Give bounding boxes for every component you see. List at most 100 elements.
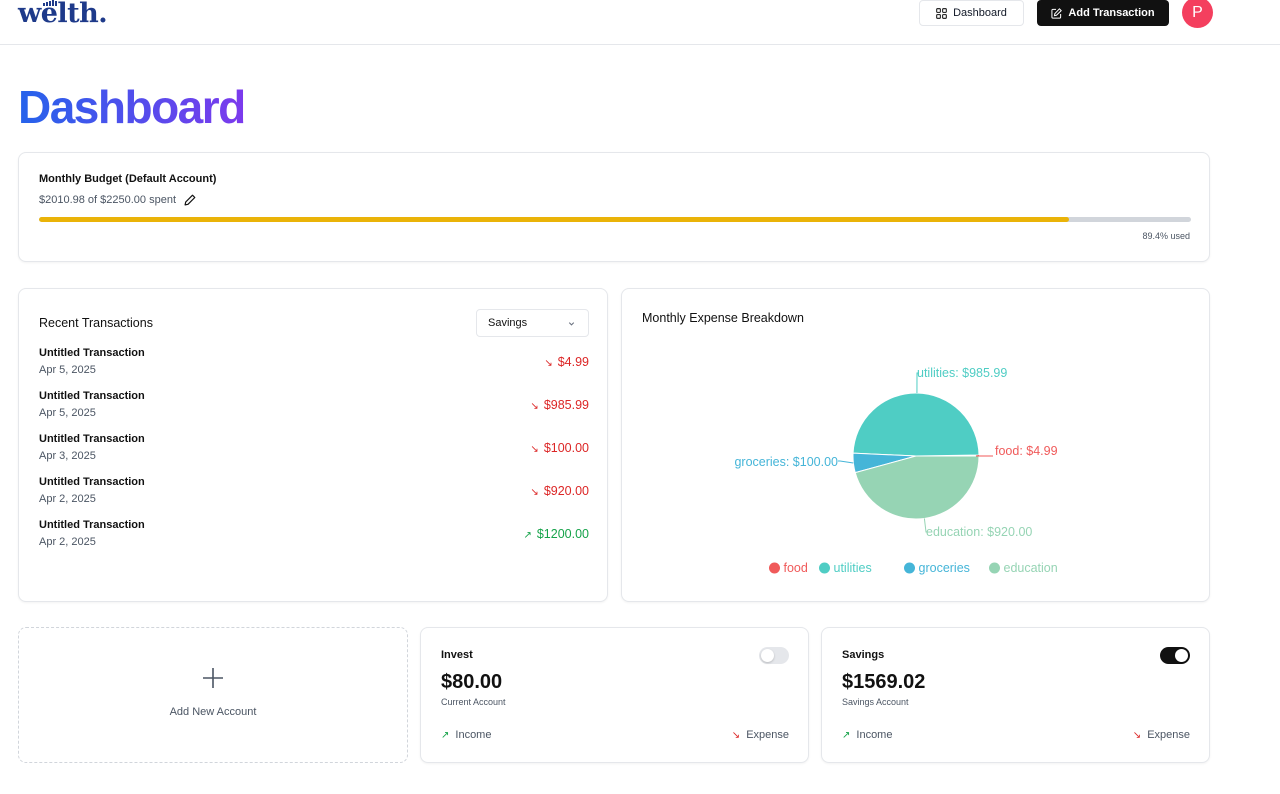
budget-spent-text: $2010.98 of $2250.00 spent <box>39 194 177 206</box>
transaction-row[interactable]: Untitled Transaction Apr 5, 2025 ↘ $985.99 <box>39 390 589 426</box>
transaction-amount: ↗ $1200.00 <box>523 527 589 541</box>
budget-title: Monthly Budget (Default Account) <box>39 173 217 185</box>
default-account-toggle[interactable] <box>759 647 789 664</box>
transaction-amount: ↘ $920.00 <box>530 484 589 498</box>
transaction-row[interactable]: Untitled Transaction Apr 3, 2025 ↘ $100.00 <box>39 433 589 469</box>
account-type: Current Account <box>441 697 506 707</box>
transaction-amount: ↘ $985.99 <box>530 398 589 412</box>
pie-label-line-education <box>923 518 928 533</box>
arrow-down-right-icon: ↘ <box>1132 729 1142 741</box>
expense-label: Expense <box>746 729 789 741</box>
transaction-name: Untitled Transaction <box>39 519 145 531</box>
budget-progress-bar <box>39 217 1191 222</box>
pie-label-utilities: utilities: $985.99 <box>917 366 1007 380</box>
transaction-date: Apr 2, 2025 <box>39 493 96 505</box>
transaction-amount-value: $1200.00 <box>536 527 589 541</box>
chart-title: Monthly Expense Breakdown <box>642 311 804 325</box>
transaction-name: Untitled Transaction <box>39 390 145 402</box>
toggle-knob <box>761 649 774 662</box>
legend-label-food[interactable]: food <box>784 561 808 575</box>
dashboard-button[interactable]: Dashboard <box>919 0 1024 26</box>
legend-dot-food <box>769 562 780 574</box>
default-account-toggle[interactable] <box>1160 647 1190 664</box>
account-balance: $80.00 <box>441 671 503 693</box>
account-type: Savings Account <box>842 697 909 707</box>
account-name: Savings <box>842 649 885 661</box>
pie-label-line-utilities <box>916 372 919 394</box>
legend-dot-education <box>989 562 1000 574</box>
arrow-up-right-icon: ↗ <box>441 729 450 741</box>
budget-spent-row: $2010.98 of $2250.00 spent <box>39 194 196 206</box>
layout-grid-icon <box>936 7 947 19</box>
arrow-up-right-icon: ↗ <box>842 729 851 741</box>
legend-label-groceries[interactable]: groceries <box>919 561 970 575</box>
arrow-down-right-icon: ↘ <box>544 358 553 369</box>
recent-transactions-title: Recent Transactions <box>39 316 153 330</box>
recent-transactions-card: Recent Transactions Savings Untitled Tra… <box>18 288 608 602</box>
page-title: Dashboard <box>18 81 246 133</box>
legend-dot-groceries <box>904 562 915 574</box>
add-transaction-label: Add Transaction <box>1068 7 1155 19</box>
legend-label-utilities[interactable]: utilities <box>834 561 872 575</box>
transaction-date: Apr 2, 2025 <box>39 536 96 548</box>
account-income: ↗ Income <box>441 729 491 741</box>
account-income: ↗ Income <box>842 729 892 741</box>
transaction-date: Apr 5, 2025 <box>39 407 96 419</box>
add-transaction-button[interactable]: Add Transaction <box>1037 0 1169 26</box>
transaction-amount-value: $100.00 <box>543 441 589 455</box>
account-card[interactable]: Savings $1569.02 Savings Account ↗ Income ↘ Ex… <box>821 627 1210 763</box>
dashboard-button-label: Dashboard <box>953 7 1007 19</box>
account-card[interactable]: Invest $80.00 Current Account ↗ Income ↘ Expen… <box>420 627 809 763</box>
account-name: Invest <box>441 649 473 661</box>
monthly-budget-card: Monthly Budget (Default Account) $2010.9… <box>18 152 1210 262</box>
transaction-amount-value: $985.99 <box>543 398 589 412</box>
welth-logo[interactable]: welth. <box>18 0 108 29</box>
account-balance: $1569.02 <box>842 671 926 693</box>
toggle-knob <box>1175 649 1188 662</box>
pie-slice-utilities[interactable] <box>852 392 980 457</box>
transaction-date: Apr 5, 2025 <box>39 364 96 376</box>
transaction-amount-value: $920.00 <box>543 484 589 498</box>
transaction-name: Untitled Transaction <box>39 347 145 359</box>
arrow-up-right-icon: ↗ <box>523 530 532 541</box>
transaction-name: Untitled Transaction <box>39 476 145 488</box>
expense-pie-chart: food: $4.99 utilities: $985.99 groceries: … <box>734 366 1058 575</box>
income-label: Income <box>856 729 893 741</box>
budget-progress-fill <box>39 217 1069 222</box>
pie-label-line-groceries <box>838 460 854 464</box>
plus-icon <box>19 664 407 698</box>
legend-label-education[interactable]: education <box>1004 561 1058 575</box>
arrow-down-right-icon: ↘ <box>530 401 539 412</box>
account-expense: ↘ Expense <box>732 729 789 741</box>
chevron-down-icon <box>568 321 575 326</box>
arrow-down-right-icon: ↘ <box>731 729 741 741</box>
pie-label-food: food: $4.99 <box>995 444 1058 458</box>
account-select[interactable]: Savings <box>476 309 589 337</box>
pie-label-groceries: groceries: $100.00 <box>734 455 838 469</box>
pen-square-icon <box>1051 7 1063 19</box>
add-new-account-label: Add New Account <box>169 706 257 718</box>
account-select-value: Savings <box>488 317 528 329</box>
pie-slice-education[interactable] <box>854 455 980 520</box>
logo-bars-icon <box>43 0 57 6</box>
pie-label-education: education: $920.00 <box>926 525 1032 539</box>
transaction-row[interactable]: Untitled Transaction Apr 2, 2025 ↗ $1200.00 <box>39 519 589 555</box>
budget-used-text: 89.4% used <box>1142 231 1190 241</box>
income-label: Income <box>455 729 492 741</box>
arrow-down-right-icon: ↘ <box>530 444 539 455</box>
expense-breakdown-card: Monthly Expense Breakdown food: $4.99 uti… <box>621 288 1210 602</box>
top-navbar: welth. Dashboard Add Transaction P <box>0 0 1280 45</box>
expense-label: Expense <box>1147 729 1190 741</box>
transaction-row[interactable]: Untitled Transaction Apr 5, 2025 ↘ $4.99 <box>39 347 589 383</box>
arrow-down-right-icon: ↘ <box>530 487 539 498</box>
transaction-amount: ↘ $4.99 <box>544 355 589 369</box>
transaction-amount: ↘ $100.00 <box>530 441 589 455</box>
transaction-name: Untitled Transaction <box>39 433 145 445</box>
transaction-date: Apr 3, 2025 <box>39 450 96 462</box>
transaction-amount-value: $4.99 <box>557 355 589 369</box>
add-new-account-card[interactable]: Add New Account <box>18 627 408 763</box>
user-avatar[interactable]: P <box>1182 0 1213 28</box>
transaction-row[interactable]: Untitled Transaction Apr 2, 2025 ↘ $920.00 <box>39 476 589 512</box>
legend-dot-utilities <box>819 562 830 574</box>
pencil-icon[interactable] <box>184 194 196 206</box>
